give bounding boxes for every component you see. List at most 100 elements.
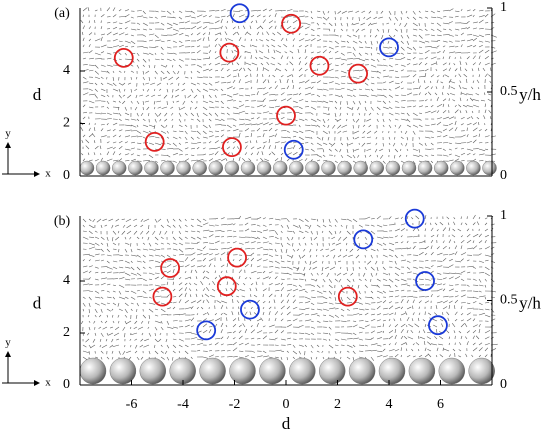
vector [340,338,347,341]
vector [460,32,464,36]
vector [178,112,182,117]
vector [202,222,209,226]
vector [265,39,270,42]
vector [283,44,288,48]
vector [238,14,245,18]
vector [214,265,216,268]
vector [298,61,301,66]
vector [298,159,303,162]
vector [239,289,246,292]
vector [316,154,322,158]
vector [286,85,290,90]
vector [154,284,162,287]
vector [218,274,222,280]
vector [112,159,119,162]
vector [256,140,258,144]
vector [94,266,99,269]
vector [460,319,465,322]
vector [436,22,442,27]
vector [346,63,353,66]
vector [214,151,219,156]
vortex-marker [276,105,296,126]
vector [322,290,327,293]
vector [304,124,311,127]
vector [130,16,134,19]
vector [447,104,450,108]
vector [195,276,198,280]
vector [412,10,416,15]
vector [472,158,477,162]
vector [172,136,178,140]
vector [142,160,150,162]
vector [442,245,447,250]
vector [382,124,385,128]
vector [484,259,489,262]
vector [112,248,117,250]
vector [268,138,271,144]
vector [196,299,202,304]
vector [458,349,462,352]
vector [88,344,92,348]
vector [388,112,394,116]
vector [312,260,318,264]
vector [154,58,160,61]
sphere [385,160,401,176]
vector [298,74,303,78]
vector [214,323,218,328]
vector [106,22,111,24]
vector [190,269,193,274]
vector [165,124,168,128]
vector [448,258,453,262]
vector [460,152,466,156]
vector [274,218,281,221]
vector [166,294,170,298]
vector [166,22,173,26]
vector [232,337,236,340]
vector [458,84,462,90]
vector [100,70,108,73]
vector [406,260,411,263]
vector [352,356,355,361]
vector [260,62,264,66]
vector [334,57,341,60]
vector [382,118,385,123]
vector [244,277,248,280]
vector [400,69,404,72]
vector [280,248,283,253]
vector [232,128,239,132]
vector [163,94,168,99]
vector [394,284,398,288]
vector [484,302,490,304]
vector [328,142,333,146]
vector [370,318,376,322]
vector [304,22,311,26]
vector [124,278,131,281]
vector [322,94,327,97]
vector [322,142,328,145]
vector [280,350,285,352]
vector [484,234,489,238]
vector [316,314,320,317]
vector [184,282,188,286]
vector [100,248,104,252]
vector [406,354,411,358]
vector [148,248,156,251]
vector [454,299,459,304]
vector [417,317,420,322]
vector [352,76,360,80]
vector [87,152,90,156]
vector [298,350,301,355]
vector [337,124,342,129]
vector [436,234,439,238]
vector [127,82,132,85]
vector [355,118,360,123]
vector [370,330,375,334]
vector [208,234,214,238]
vector [190,236,196,240]
vector [388,301,392,304]
vector [436,103,443,108]
vector [340,284,343,288]
vector [153,106,156,110]
vector [376,296,380,299]
vector [374,130,378,134]
